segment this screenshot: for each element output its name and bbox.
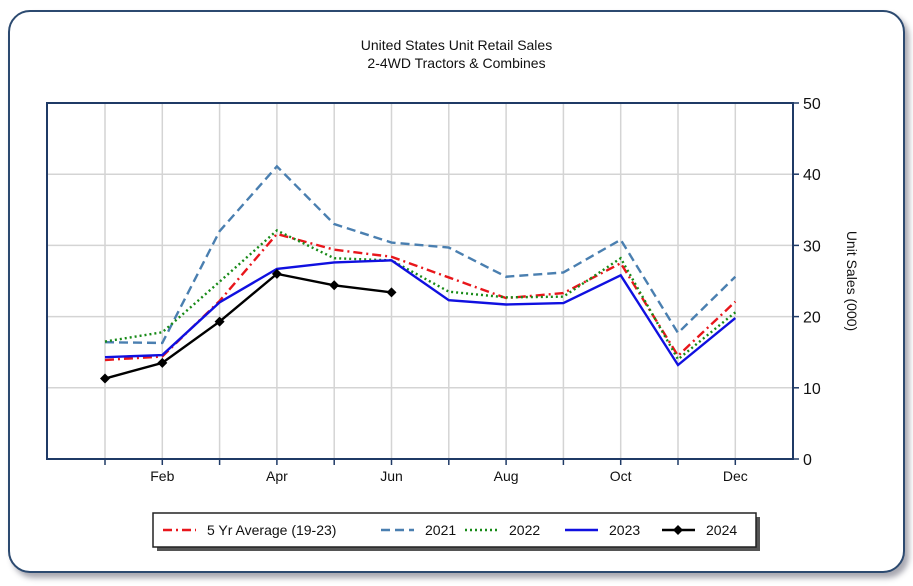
x-tick-label: Feb <box>150 468 174 484</box>
legend: 5 Yr Average (19-23) 2021 2022 2023 2024 <box>152 512 760 551</box>
legend-label: 2024 <box>706 522 737 538</box>
x-tick-label: Jun <box>380 468 403 484</box>
data-point-marker <box>271 268 282 279</box>
x-tick-label: Apr <box>266 468 288 484</box>
chart-subtitle: 2-4WD Tractors & Combines <box>367 55 546 71</box>
legend-label: 2021 <box>425 522 456 538</box>
chart-title: United States Unit Retail Sales <box>360 37 553 53</box>
x-tick-label: Dec <box>723 468 748 484</box>
x-tick-label: Oct <box>610 468 632 484</box>
series-line-2023 <box>104 259 737 367</box>
series-line-2021 <box>104 164 737 345</box>
data-point-marker <box>329 280 340 291</box>
x-tick-label: Aug <box>494 468 519 484</box>
legend-box <box>152 512 757 548</box>
y-tick-label: 50 <box>803 96 821 113</box>
data-point-marker <box>100 373 110 384</box>
plot-area <box>46 102 794 460</box>
series-line-5-yr-average-19-23- <box>104 232 737 362</box>
y-tick-label: 20 <box>803 310 821 327</box>
y-axis-label: Unit Sales (000) <box>844 231 860 331</box>
data-point-marker <box>157 357 168 368</box>
y-tick-label: 40 <box>803 167 821 184</box>
legend-marker <box>673 525 683 535</box>
legend-label: 2022 <box>509 522 540 538</box>
series-line-2024 <box>104 272 392 380</box>
legend-label: 5 Yr Average (19-23) <box>207 522 336 538</box>
y-tick-label: 30 <box>803 238 821 255</box>
data-point-marker <box>214 316 225 327</box>
y-tick-label: 10 <box>803 381 821 398</box>
y-tick-label: 0 <box>803 452 812 469</box>
series-line-2022 <box>104 229 737 362</box>
data-point-marker <box>386 287 397 298</box>
legend-label: 2023 <box>609 522 640 538</box>
